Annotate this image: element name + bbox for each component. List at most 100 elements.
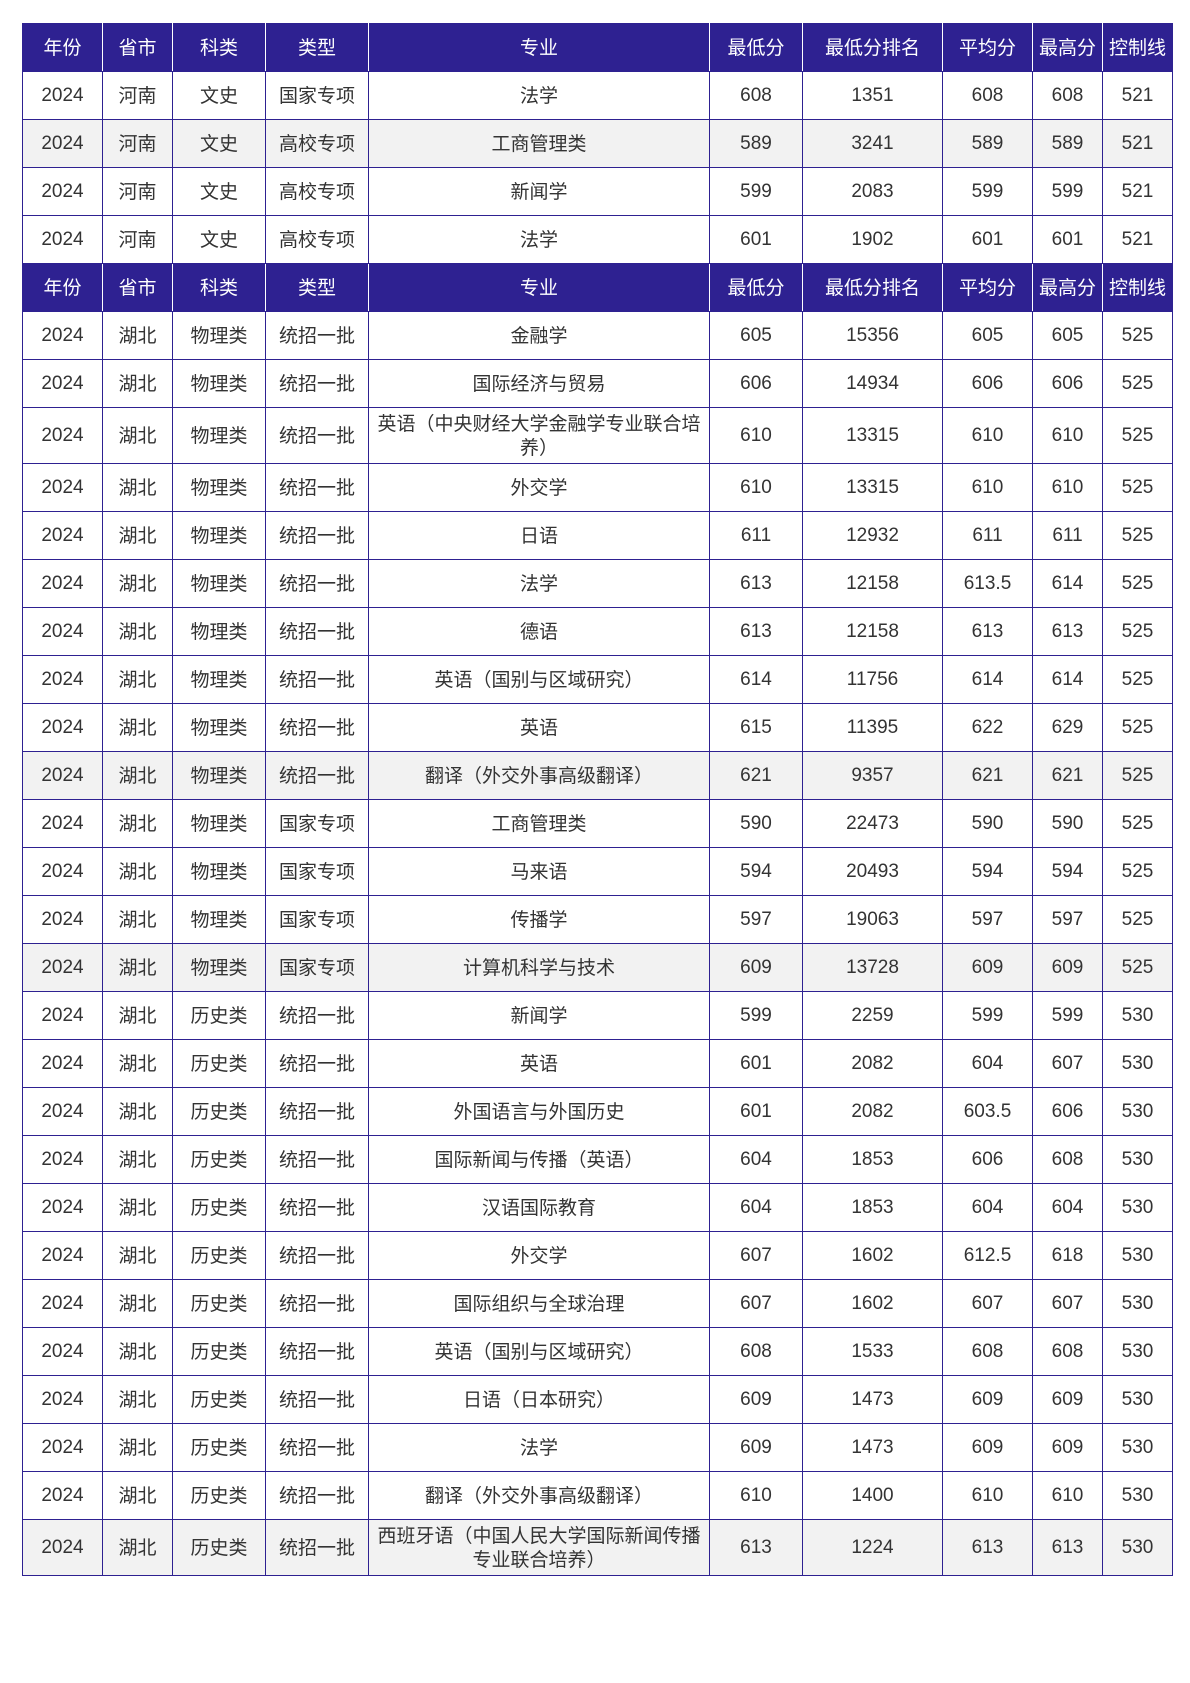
table-row: 2024 湖北 物理类 统招一批 英语 615 11395 622 629 525 bbox=[22, 703, 1173, 752]
year-cell: 2024 bbox=[22, 359, 103, 408]
min-rank-cell: 12158 bbox=[802, 559, 943, 608]
year-cell: 2024 bbox=[22, 1183, 103, 1232]
table-row: 2024 湖北 历史类 统招一批 翻译（外交外事高级翻译） 610 1400 610 610 53… bbox=[22, 1471, 1173, 1520]
table-row: 2024 湖北 历史类 统招一批 西班牙语（中国人民大学国际新闻传播专业联合培养） 613… bbox=[22, 1519, 1173, 1576]
major-cell: 外国语言与外国历史 bbox=[368, 1087, 710, 1136]
max-score-cell: 604 bbox=[1032, 1183, 1103, 1232]
avg-score-cell: 621 bbox=[942, 751, 1033, 800]
header-province: 省市 bbox=[102, 23, 173, 72]
province-cell: 湖北 bbox=[102, 463, 173, 512]
subject-cell: 物理类 bbox=[172, 463, 266, 512]
subject-cell: 历史类 bbox=[172, 1231, 266, 1280]
year-cell: 2024 bbox=[22, 1279, 103, 1328]
table-row: 2024 河南 文史 高校专项 法学 601 1902 601 601 521 bbox=[22, 215, 1173, 264]
header-min-score: 最低分 bbox=[709, 263, 803, 312]
year-cell: 2024 bbox=[22, 463, 103, 512]
min-score-cell: 613 bbox=[709, 1519, 803, 1576]
year-cell: 2024 bbox=[22, 1135, 103, 1184]
min-rank-cell: 13315 bbox=[802, 407, 943, 464]
table-row: 2024 湖北 历史类 统招一批 国际新闻与传播（英语） 604 1853 606 608 530 bbox=[22, 1135, 1173, 1184]
province-cell: 湖北 bbox=[102, 1375, 173, 1424]
header-max-score: 最高分 bbox=[1032, 23, 1103, 72]
table-row: 2024 湖北 历史类 统招一批 外交学 607 1602 612.5 618 530 bbox=[22, 1231, 1173, 1280]
table-row: 2024 湖北 历史类 统招一批 法学 609 1473 609 609 530 bbox=[22, 1423, 1173, 1472]
min-score-cell: 589 bbox=[709, 119, 803, 168]
type-cell: 统招一批 bbox=[265, 311, 369, 360]
type-cell: 统招一批 bbox=[265, 1231, 369, 1280]
subject-cell: 物理类 bbox=[172, 311, 266, 360]
major-cell: 计算机科学与技术 bbox=[368, 943, 710, 992]
min-rank-cell: 1224 bbox=[802, 1519, 943, 1576]
province-cell: 湖北 bbox=[102, 943, 173, 992]
year-cell: 2024 bbox=[22, 703, 103, 752]
table-body: 年份 省市 科类 类型 专业 最低分 最低分排名 平均分 最高分 控制线 2024 河南 文史 国家专项法… bbox=[22, 23, 1173, 1576]
type-cell: 统招一批 bbox=[265, 607, 369, 656]
province-cell: 湖北 bbox=[102, 1471, 173, 1520]
max-score-cell: 608 bbox=[1032, 1327, 1103, 1376]
major-cell: 马来语 bbox=[368, 847, 710, 896]
min-score-cell: 601 bbox=[709, 1087, 803, 1136]
control-line-cell: 525 bbox=[1102, 751, 1173, 800]
subject-cell: 历史类 bbox=[172, 1279, 266, 1328]
min-rank-cell: 1473 bbox=[802, 1375, 943, 1424]
table-row: 2024 湖北 历史类 统招一批 新闻学 599 2259 599 599 530 bbox=[22, 991, 1173, 1040]
subject-cell: 历史类 bbox=[172, 1135, 266, 1184]
type-cell: 统招一批 bbox=[265, 1519, 369, 1576]
control-line-cell: 525 bbox=[1102, 847, 1173, 896]
control-line-cell: 530 bbox=[1102, 1471, 1173, 1520]
province-cell: 湖北 bbox=[102, 559, 173, 608]
type-cell: 国家专项 bbox=[265, 799, 369, 848]
control-line-cell: 530 bbox=[1102, 1375, 1173, 1424]
min-score-cell: 611 bbox=[709, 511, 803, 560]
major-cell: 英语 bbox=[368, 703, 710, 752]
year-cell: 2024 bbox=[22, 215, 103, 264]
year-cell: 2024 bbox=[22, 751, 103, 800]
major-cell: 国际新闻与传播（英语） bbox=[368, 1135, 710, 1184]
min-rank-cell: 1533 bbox=[802, 1327, 943, 1376]
subject-cell: 物理类 bbox=[172, 847, 266, 896]
min-score-cell: 615 bbox=[709, 703, 803, 752]
major-cell: 德语 bbox=[368, 607, 710, 656]
min-rank-cell: 15356 bbox=[802, 311, 943, 360]
year-cell: 2024 bbox=[22, 1231, 103, 1280]
max-score-cell: 609 bbox=[1032, 1423, 1103, 1472]
year-cell: 2024 bbox=[22, 1375, 103, 1424]
major-cell: 外交学 bbox=[368, 463, 710, 512]
min-rank-cell: 12932 bbox=[802, 511, 943, 560]
min-score-cell: 609 bbox=[709, 943, 803, 992]
year-cell: 2024 bbox=[22, 991, 103, 1040]
table-row: 2024 河南 文史 高校专项 工商管理类 589 3241 589 589 521 bbox=[22, 119, 1173, 168]
subject-cell: 历史类 bbox=[172, 1471, 266, 1520]
subject-cell: 历史类 bbox=[172, 991, 266, 1040]
avg-score-cell: 589 bbox=[942, 119, 1033, 168]
subject-cell: 物理类 bbox=[172, 751, 266, 800]
province-cell: 河南 bbox=[102, 119, 173, 168]
avg-score-cell: 610 bbox=[942, 463, 1033, 512]
major-cell: 翻译（外交外事高级翻译） bbox=[368, 751, 710, 800]
header-min-rank: 最低分排名 bbox=[802, 23, 943, 72]
min-rank-cell: 3241 bbox=[802, 119, 943, 168]
max-score-cell: 594 bbox=[1032, 847, 1103, 896]
min-rank-cell: 2082 bbox=[802, 1087, 943, 1136]
province-cell: 湖北 bbox=[102, 1087, 173, 1136]
max-score-cell: 608 bbox=[1032, 1135, 1103, 1184]
min-score-cell: 608 bbox=[709, 1327, 803, 1376]
table-row: 2024 湖北 物理类 统招一批 英语（国别与区域研究） 614 11756 614 614 52… bbox=[22, 655, 1173, 704]
max-score-cell: 606 bbox=[1032, 359, 1103, 408]
subject-cell: 物理类 bbox=[172, 943, 266, 992]
type-cell: 国家专项 bbox=[265, 71, 369, 120]
avg-score-cell: 606 bbox=[942, 359, 1033, 408]
province-cell: 湖北 bbox=[102, 655, 173, 704]
avg-score-cell: 604 bbox=[942, 1183, 1033, 1232]
header-type: 类型 bbox=[265, 23, 369, 72]
type-cell: 统招一批 bbox=[265, 655, 369, 704]
avg-score-cell: 604 bbox=[942, 1039, 1033, 1088]
header-major: 专业 bbox=[368, 23, 710, 72]
subject-cell: 物理类 bbox=[172, 895, 266, 944]
min-rank-cell: 2259 bbox=[802, 991, 943, 1040]
min-rank-cell: 2083 bbox=[802, 167, 943, 216]
subject-cell: 历史类 bbox=[172, 1039, 266, 1088]
type-cell: 统招一批 bbox=[265, 1423, 369, 1472]
min-score-cell: 609 bbox=[709, 1423, 803, 1472]
type-cell: 统招一批 bbox=[265, 407, 369, 464]
